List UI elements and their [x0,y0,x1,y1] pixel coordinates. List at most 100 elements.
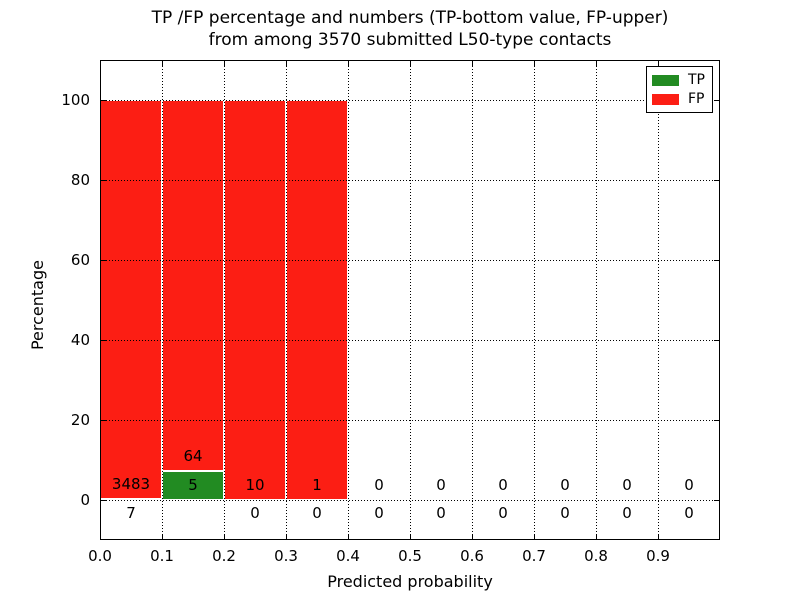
x-tick-mark [161,534,163,540]
x-tick-label: 0.8 [584,547,608,565]
x-tick-mark [409,534,411,540]
tp-count-label: 0 [436,504,446,522]
chart-title: TP /FP percentage and numbers (TP-bottom… [100,7,720,51]
legend-label: FP [688,91,705,107]
y-tick-mark [714,339,720,341]
gridline-horizontal [100,179,720,181]
gridline-vertical [471,60,473,540]
y-tick-mark [714,259,720,261]
y-tick-mark [714,499,720,501]
legend-entry: TP [652,72,707,88]
x-tick-mark [99,60,101,66]
y-tick-label: 0 [80,491,90,509]
gridline-vertical [657,60,659,540]
y-tick-mark [714,419,720,421]
tp-count-label: 5 [188,476,198,495]
chart-title-line2: from among 3570 submitted L50-type conta… [208,30,612,50]
legend-label: TP [688,72,705,88]
fp-count-label: 1 [312,476,322,494]
tp-count-label: 0 [312,504,322,522]
x-tick-mark [223,60,225,66]
y-tick-mark [100,339,106,341]
tp-count-label: 0 [498,504,508,522]
fp-count-label: 0 [684,476,694,494]
legend-entry: FP [652,91,707,107]
y-tick-mark [100,259,106,261]
y-tick-mark [100,499,106,501]
tp-count-label: 0 [560,504,570,522]
y-tick-mark [100,99,106,101]
gridline-vertical [595,60,597,540]
gridline-vertical [347,60,349,540]
fp-count-label: 64 [183,447,203,466]
x-tick-mark [657,60,659,66]
x-tick-label: 0.1 [150,547,174,565]
gridline-vertical [161,60,163,540]
x-tick-label: 0.6 [460,547,484,565]
fp-count-label: 0 [622,476,632,494]
y-tick-mark [100,419,106,421]
x-tick-mark [533,60,535,66]
x-tick-mark [223,534,225,540]
legend: TP FP [646,66,713,113]
fp-count-label: 0 [560,476,570,494]
y-axis-title: Percentage [28,260,47,351]
x-tick-mark [285,60,287,66]
fp-bar [224,100,286,500]
x-tick-mark [471,534,473,540]
tp-count-label: 0 [374,504,384,522]
x-tick-mark [657,534,659,540]
fp-count-label: 0 [374,476,384,494]
x-tick-label: 0.3 [274,547,298,565]
y-tick-label: 60 [70,251,90,269]
tp-count-label: 0 [684,504,694,522]
x-tick-mark [595,60,597,66]
x-tick-mark [471,60,473,66]
x-tick-label: 0.9 [646,547,670,565]
x-tick-mark [161,60,163,66]
y-tick-mark [714,179,720,181]
chart-title-line1: TP /FP percentage and numbers (TP-bottom… [151,8,669,28]
gridline-vertical [285,60,287,540]
x-tick-mark [99,534,101,540]
gridline-horizontal [100,419,720,421]
x-tick-label: 0.0 [88,547,112,565]
x-axis-title: Predicted probability [327,572,493,591]
x-tick-mark [347,60,349,66]
x-tick-label: 0.7 [522,547,546,565]
y-tick-label: 100 [61,91,90,109]
x-tick-label: 0.4 [336,547,360,565]
tp-bar [162,471,224,500]
tp-count-label: 0 [622,504,632,522]
x-tick-label: 0.5 [398,547,422,565]
gridline-horizontal [100,499,720,501]
tp-count-label: 0 [250,504,260,522]
tp-swatch-icon [652,74,679,86]
fp-count-label: 3483 [111,475,151,494]
y-tick-label: 20 [70,411,90,429]
fp-count-label: 10 [245,476,265,494]
x-tick-mark [595,534,597,540]
gridline-vertical [409,60,411,540]
y-tick-label: 80 [70,171,90,189]
y-tick-mark [100,179,106,181]
fp-count-label: 0 [498,476,508,494]
x-tick-mark [533,534,535,540]
x-tick-mark [347,534,349,540]
x-tick-mark [409,60,411,66]
gridline-horizontal [100,259,720,261]
fp-bar [162,100,224,472]
plot-area: 3483 7 64 5 10 0 1 0 0 0 0 0 0 0 0 0 0 0 0 0 [99,60,720,540]
fp-bar [100,100,162,500]
y-tick-label: 40 [70,331,90,349]
fp-bar [286,100,348,500]
y-tick-mark [714,99,720,101]
gridline-vertical [223,60,225,540]
tp-count-label: 7 [126,504,136,522]
x-tick-mark [285,534,287,540]
gridline-vertical [533,60,535,540]
fp-count-label: 0 [436,476,446,494]
gridline-horizontal [100,99,720,101]
x-tick-label: 0.2 [212,547,236,565]
